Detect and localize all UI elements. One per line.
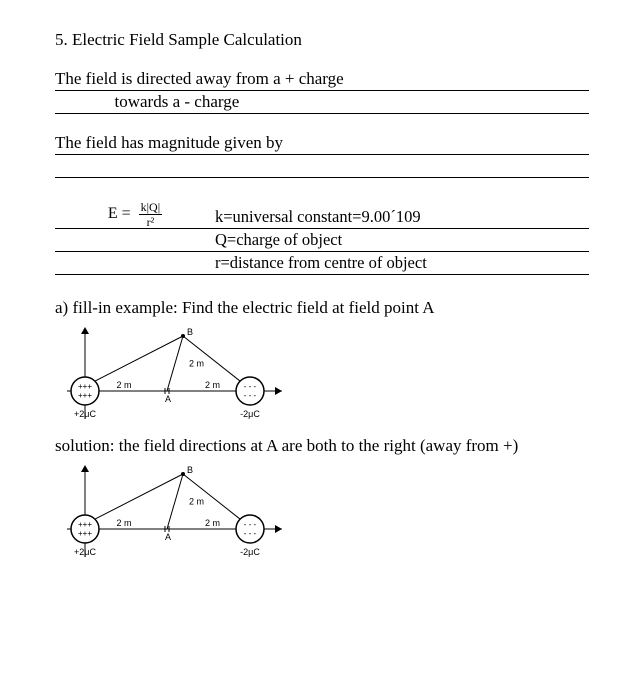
- part-a-text: a) fill-in example: Find the electric fi…: [55, 297, 589, 320]
- formula-row-1: E = k|Q|r² k=universal constant=9.00´109: [55, 196, 589, 229]
- svg-text:2 m: 2 m: [205, 518, 220, 528]
- svg-text:+++: +++: [78, 382, 92, 391]
- formula-numerator: k|Q|: [139, 201, 162, 215]
- svg-text:2 m: 2 m: [205, 380, 220, 390]
- svg-text:+++: +++: [78, 391, 92, 400]
- direction-block: The field is directed away from a + char…: [55, 68, 589, 114]
- svg-text:+2μC: +2μC: [74, 547, 96, 557]
- svg-text:+++: +++: [78, 529, 92, 538]
- blank-line-1: [55, 155, 589, 178]
- formula-fraction: k|Q|r²: [139, 201, 162, 228]
- formula-lhs: E =: [108, 205, 135, 222]
- svg-text:- - -: - - -: [244, 382, 257, 391]
- q-definition: Q=charge of object: [215, 230, 589, 251]
- svg-text:-2μC: -2μC: [240, 547, 260, 557]
- magnitude-block: The field has magnitude given by: [55, 132, 589, 178]
- svg-text:2 m: 2 m: [189, 358, 204, 368]
- direction-line-1: The field is directed away from a + char…: [55, 68, 589, 91]
- formula-denominator: r²: [139, 215, 162, 228]
- svg-text:2 m: 2 m: [116, 380, 131, 390]
- svg-text:B: B: [187, 327, 193, 337]
- magnitude-line: The field has magnitude given by: [55, 132, 589, 155]
- solution-text: solution: the field directions at A are …: [55, 435, 589, 458]
- direction-line-2: towards a - charge: [55, 91, 589, 114]
- svg-text:- - -: - - -: [244, 520, 257, 529]
- svg-text:-2μC: -2μC: [240, 409, 260, 419]
- formula-row-3: r=distance from centre of object: [55, 252, 589, 275]
- svg-text:+2μC: +2μC: [74, 409, 96, 419]
- formula-block: E = k|Q|r² k=universal constant=9.00´109…: [55, 196, 589, 275]
- svg-text:2 m: 2 m: [116, 518, 131, 528]
- svg-text:- - -: - - -: [244, 529, 257, 538]
- formula-equation: E = k|Q|r²: [55, 201, 215, 228]
- svg-text:A: A: [165, 394, 171, 404]
- section-title: 5. Electric Field Sample Calculation: [55, 30, 589, 50]
- svg-text:+++: +++: [78, 520, 92, 529]
- svg-text:2 m: 2 m: [189, 496, 204, 506]
- svg-text:- - -: - - -: [244, 391, 257, 400]
- svg-text:A: A: [165, 532, 171, 542]
- svg-text:B: B: [187, 465, 193, 475]
- r-definition: r=distance from centre of object: [215, 253, 589, 274]
- diagram-1: B A ++++++ +2μC - - -- - - -2μC 2 m 2 m 2 m: [55, 326, 589, 421]
- diagram-2: B A ++++++ +2μC - - -- - - -2μC 2 m 2 m 2 m: [55, 464, 589, 559]
- k-definition: k=universal constant=9.00´109: [215, 207, 589, 228]
- formula-row-2: Q=charge of object: [55, 229, 589, 252]
